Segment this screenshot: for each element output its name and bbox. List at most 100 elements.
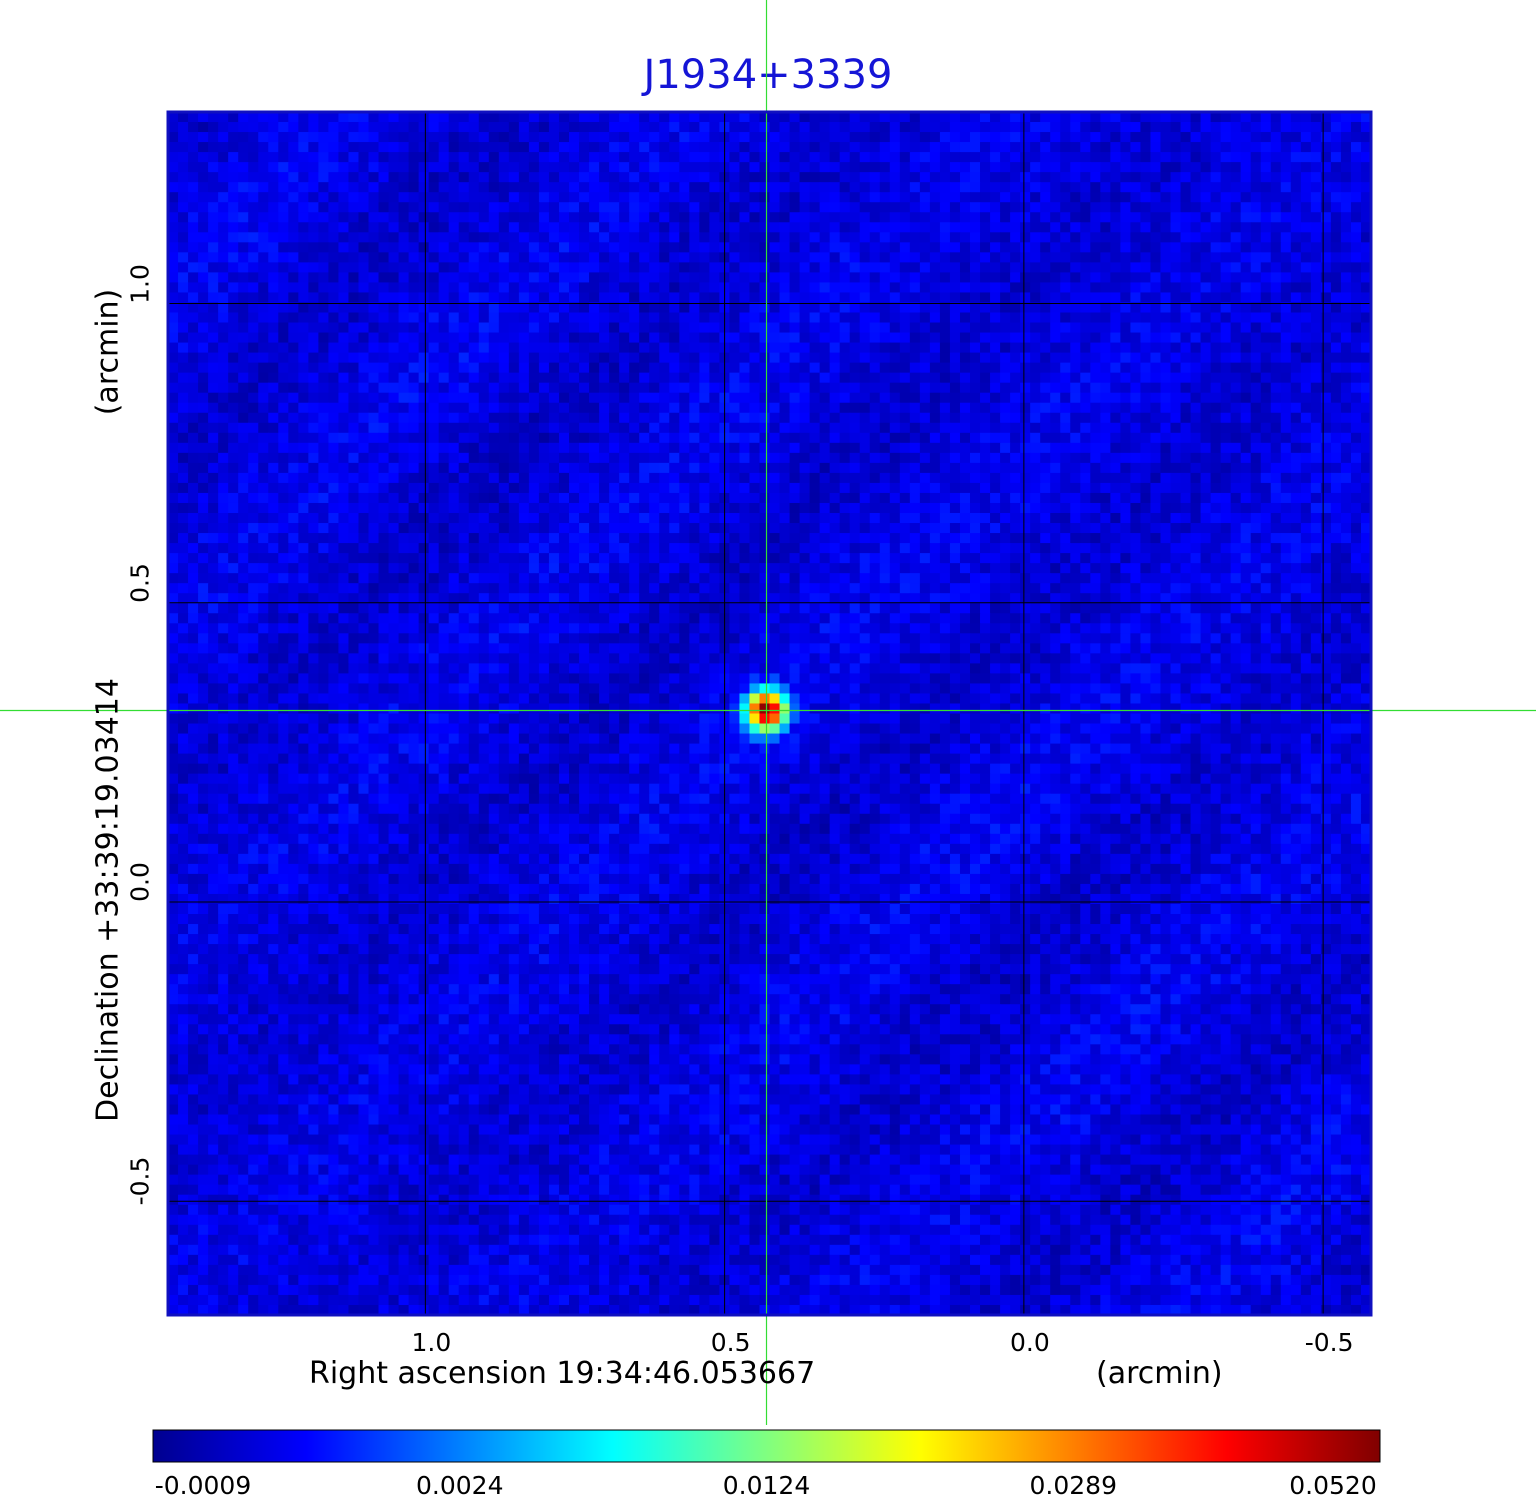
pixel-cell xyxy=(318,502,330,514)
pixel-cell xyxy=(1020,282,1031,294)
pixel-cell xyxy=(1170,452,1182,464)
pixel-cell xyxy=(1010,172,1021,183)
pixel-cell xyxy=(859,362,871,374)
pixel-cell xyxy=(238,142,249,153)
pixel-cell xyxy=(508,232,520,243)
pixel-cell xyxy=(1110,162,1121,173)
pixel-cell xyxy=(779,112,791,123)
pixel-cell xyxy=(208,292,219,304)
pixel-cell xyxy=(1190,312,1202,324)
pixel-cell xyxy=(749,252,761,263)
pixel-cell xyxy=(659,112,670,123)
pixel-cell xyxy=(609,472,620,484)
pixel-cell xyxy=(1290,502,1302,514)
pixel-cell xyxy=(318,392,330,404)
pixel-cell xyxy=(1330,282,1342,294)
pixel-cell xyxy=(388,112,400,123)
pixel-cell xyxy=(759,122,771,133)
pixel-cell xyxy=(1140,122,1152,133)
pixel-cell xyxy=(348,162,360,173)
pixel-cell xyxy=(188,382,199,394)
pixel-cell xyxy=(1040,272,1051,284)
pixel-cell xyxy=(1340,422,1352,434)
pixel-cell xyxy=(669,382,680,394)
pixel-cell xyxy=(959,432,971,444)
pixel-cell xyxy=(839,312,851,324)
pixel-cell xyxy=(308,332,319,344)
pixel-cell xyxy=(579,502,590,514)
pixel-cell xyxy=(248,422,259,434)
pixel-cell xyxy=(1060,362,1071,374)
pixel-cell xyxy=(208,332,219,344)
pixel-cell xyxy=(288,112,299,123)
pixel-cell xyxy=(1070,212,1081,223)
pixel-cell xyxy=(268,212,279,223)
pixel-cell xyxy=(1250,402,1262,414)
pixel-cell xyxy=(879,523,891,534)
pixel-cell xyxy=(1130,392,1142,404)
pixel-cell xyxy=(639,502,650,514)
pixel-cell xyxy=(448,523,460,534)
pixel-cell xyxy=(970,302,981,314)
pixel-cell xyxy=(1290,202,1302,213)
pixel-cell xyxy=(589,172,600,183)
pixel-cell xyxy=(919,402,931,414)
pixel-cell xyxy=(1280,182,1292,193)
pixel-cell xyxy=(859,422,871,434)
pixel-cell xyxy=(1130,262,1142,274)
pixel-cell xyxy=(709,232,720,243)
pixel-cell xyxy=(288,442,299,454)
pixel-cell xyxy=(619,232,630,243)
pixel-cell xyxy=(238,172,249,183)
pixel-cell xyxy=(328,362,340,374)
pixel-cell xyxy=(508,292,520,304)
pixel-cell xyxy=(528,502,540,514)
pixel-cell xyxy=(1180,372,1192,384)
pixel-cell xyxy=(980,262,991,274)
pixel-cell xyxy=(939,232,951,243)
pixel-cell xyxy=(1100,342,1111,354)
pixel-cell xyxy=(980,112,991,123)
pixel-cell xyxy=(278,112,289,123)
pixel-cell xyxy=(1150,252,1162,263)
pixel-cell xyxy=(408,202,420,213)
pixel-cell xyxy=(528,382,540,394)
pixel-cell xyxy=(1010,352,1021,364)
pixel-cell xyxy=(298,292,309,304)
pixel-cell xyxy=(1230,472,1242,484)
pixel-cell xyxy=(1290,152,1302,163)
pixel-cell xyxy=(1320,332,1332,344)
pixel-cell xyxy=(709,312,720,324)
pixel-cell xyxy=(448,262,460,274)
pixel-cell xyxy=(779,142,791,153)
pixel-cell xyxy=(408,302,420,314)
pixel-cell xyxy=(1090,252,1101,263)
pixel-cell xyxy=(548,212,560,223)
pixel-cell xyxy=(609,372,620,384)
pixel-cell xyxy=(428,172,440,183)
pixel-cell xyxy=(980,282,991,294)
pixel-cell xyxy=(1120,192,1132,203)
pixel-cell xyxy=(178,352,189,364)
pixel-cell xyxy=(990,412,1001,424)
pixel-cell xyxy=(1160,232,1172,243)
pixel-cell xyxy=(1180,452,1192,464)
pixel-cell xyxy=(699,172,710,183)
pixel-cell xyxy=(1070,282,1081,294)
pixel-cell xyxy=(308,152,319,163)
pixel-cell xyxy=(228,372,239,384)
pixel-cell xyxy=(1250,222,1262,233)
pixel-cell xyxy=(1270,172,1282,183)
pixel-cell xyxy=(1010,472,1021,484)
pixel-cell xyxy=(198,302,209,314)
pixel-cell xyxy=(1260,192,1272,203)
pixel-cell xyxy=(679,502,690,514)
pixel-cell xyxy=(739,422,751,434)
pixel-cell xyxy=(238,342,249,354)
pixel-cell xyxy=(468,302,480,314)
pixel-cell xyxy=(1100,112,1111,123)
pixel-cell xyxy=(438,492,450,504)
pixel-cell xyxy=(368,492,380,504)
pixel-cell xyxy=(1230,122,1242,133)
pixel-cell xyxy=(1180,462,1192,474)
